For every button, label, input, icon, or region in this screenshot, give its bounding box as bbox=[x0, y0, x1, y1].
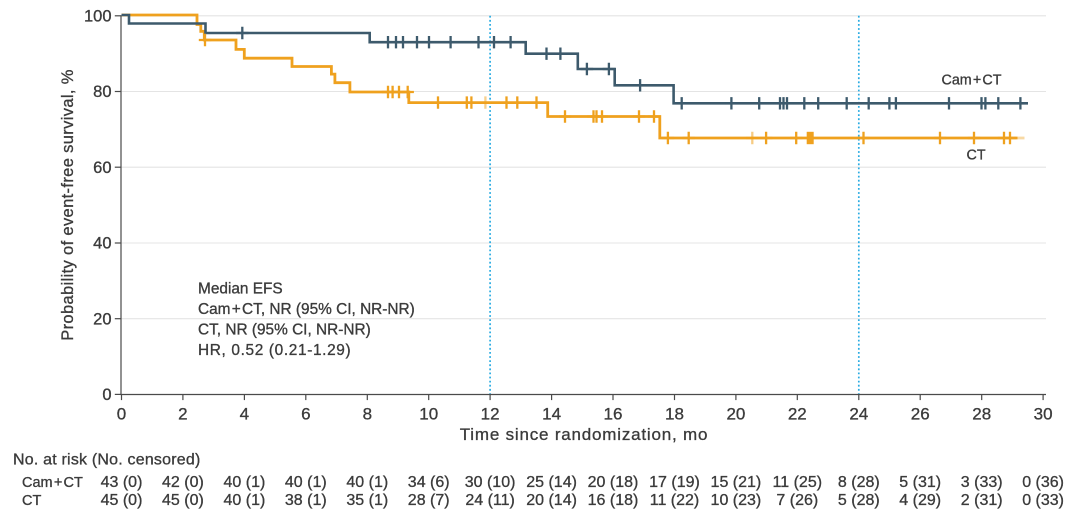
svg-text:34 (6): 34 (6) bbox=[408, 474, 450, 491]
svg-text:2 (31): 2 (31) bbox=[961, 492, 1003, 509]
svg-text:6: 6 bbox=[301, 405, 310, 424]
svg-text:60: 60 bbox=[93, 159, 111, 177]
svg-text:HR, 0.52 (0.21-1.29): HR, 0.52 (0.21-1.29) bbox=[198, 342, 351, 359]
svg-text:20 (14): 20 (14) bbox=[526, 492, 577, 509]
svg-text:Probability of event-free surv: Probability of event-free survival, % bbox=[59, 69, 77, 341]
svg-text:2: 2 bbox=[178, 405, 187, 424]
svg-text:40 (1): 40 (1) bbox=[224, 492, 266, 509]
svg-text:Median EFS: Median EFS bbox=[198, 281, 283, 298]
svg-text:8 (28): 8 (28) bbox=[838, 474, 880, 491]
svg-text:CT, NR (95% CI, NR-NR): CT, NR (95% CI, NR-NR) bbox=[198, 322, 371, 339]
svg-text:3 (33): 3 (33) bbox=[961, 474, 1003, 491]
svg-text:35 (1): 35 (1) bbox=[346, 492, 388, 509]
svg-text:20: 20 bbox=[726, 405, 745, 424]
svg-text:4: 4 bbox=[240, 405, 249, 424]
svg-text:14: 14 bbox=[542, 405, 561, 424]
svg-text:16 (18): 16 (18) bbox=[588, 492, 639, 509]
svg-text:Cam + CT: Cam + CT bbox=[942, 73, 1002, 89]
svg-text:25 (14): 25 (14) bbox=[526, 474, 577, 491]
svg-text:Cam + CT: Cam + CT bbox=[22, 475, 83, 491]
svg-text:5 (31): 5 (31) bbox=[899, 474, 941, 491]
svg-text:40 (1): 40 (1) bbox=[285, 474, 327, 491]
svg-text:42 (0): 42 (0) bbox=[162, 474, 204, 491]
svg-text:16: 16 bbox=[604, 405, 623, 424]
svg-text:15 (21): 15 (21) bbox=[711, 474, 762, 491]
svg-text:24: 24 bbox=[849, 405, 868, 424]
svg-text:0 (36): 0 (36) bbox=[1022, 474, 1064, 491]
svg-text:38 (1): 38 (1) bbox=[285, 492, 327, 509]
svg-text:20 (18): 20 (18) bbox=[588, 474, 639, 491]
svg-text:12: 12 bbox=[481, 405, 500, 424]
svg-text:Cam + CT, NR (95% CI, NR-NR): Cam + CT, NR (95% CI, NR-NR) bbox=[198, 301, 415, 318]
svg-text:5 (28): 5 (28) bbox=[838, 492, 880, 509]
svg-text:80: 80 bbox=[93, 83, 111, 101]
svg-text:CT: CT bbox=[967, 148, 986, 164]
svg-text:10: 10 bbox=[419, 405, 438, 424]
svg-text:0: 0 bbox=[102, 386, 111, 404]
svg-text:45 (0): 45 (0) bbox=[162, 492, 204, 509]
svg-text:10 (23): 10 (23) bbox=[711, 492, 762, 509]
svg-text:22: 22 bbox=[788, 405, 807, 424]
svg-text:18: 18 bbox=[665, 405, 684, 424]
svg-text:100: 100 bbox=[84, 8, 112, 26]
svg-text:0: 0 bbox=[117, 405, 126, 424]
svg-text:28: 28 bbox=[972, 405, 991, 424]
svg-text:4 (29): 4 (29) bbox=[899, 492, 941, 509]
svg-text:CT: CT bbox=[22, 493, 41, 509]
svg-text:24 (11): 24 (11) bbox=[465, 492, 515, 509]
svg-text:43 (0): 43 (0) bbox=[101, 474, 143, 491]
svg-text:45 (0): 45 (0) bbox=[101, 492, 143, 509]
svg-text:11 (25): 11 (25) bbox=[773, 474, 823, 491]
svg-text:26: 26 bbox=[911, 405, 930, 424]
svg-text:17 (19): 17 (19) bbox=[649, 474, 700, 491]
svg-text:No. at risk (No. censored): No. at risk (No. censored) bbox=[13, 452, 200, 469]
svg-text:8: 8 bbox=[363, 405, 372, 424]
svg-text:30 (10): 30 (10) bbox=[465, 474, 516, 491]
svg-text:20: 20 bbox=[93, 310, 111, 328]
svg-text:7 (26): 7 (26) bbox=[776, 492, 818, 509]
svg-text:0 (33): 0 (33) bbox=[1022, 492, 1064, 509]
svg-text:28 (7): 28 (7) bbox=[408, 492, 450, 509]
svg-text:40 (1): 40 (1) bbox=[224, 474, 266, 491]
svg-text:40: 40 bbox=[93, 235, 111, 253]
svg-text:11 (22): 11 (22) bbox=[650, 492, 700, 509]
svg-text:40 (1): 40 (1) bbox=[346, 474, 388, 491]
svg-text:30: 30 bbox=[1034, 405, 1053, 424]
svg-text:Time since randomization, mo: Time since randomization, mo bbox=[460, 425, 709, 444]
